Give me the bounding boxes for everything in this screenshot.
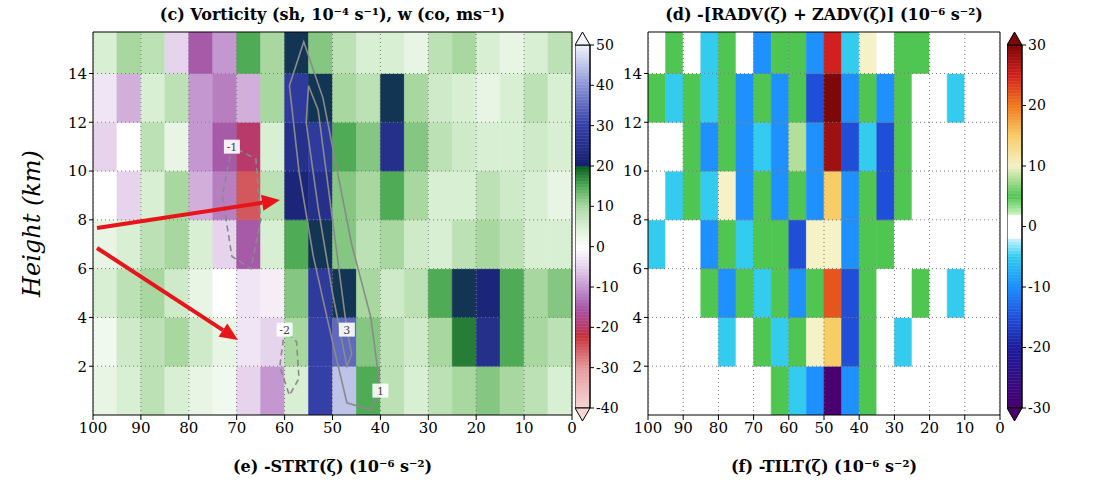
svg-text:40: 40 [850,419,869,437]
svg-text:-40: -40 [596,400,619,416]
html-text:(d) -[RADV(ζ) + ZADV(ζ)] (10⁻⁶: (d) -[RADV(ζ) + ZADV(ζ)] (10⁻⁶ s⁻²) [665,5,983,24]
svg-text:20: 20 [920,419,939,437]
svg-text:70: 70 [227,419,246,437]
svg-text:12: 12 [68,114,87,132]
svg-text:100: 100 [79,419,108,437]
svg-text:-30: -30 [596,360,619,376]
html-text:(e) -STRT(ζ) (10⁻⁶ s⁻²): (e) -STRT(ζ) (10⁻⁶ s⁻²) [233,457,432,476]
svg-text:40: 40 [596,77,614,93]
svg-text:20: 20 [596,158,614,174]
svg-text:50: 50 [596,37,614,53]
svg-text:20: 20 [1028,97,1046,113]
svg-text:3: 3 [343,324,350,337]
svg-text:10: 10 [596,198,614,214]
svg-text:-1: -1 [227,141,238,154]
svg-text:12: 12 [623,114,642,132]
svg-text:-20: -20 [596,319,619,335]
svg-text:14: 14 [623,65,642,83]
svg-text:10: 10 [515,419,534,437]
svg-text:8: 8 [77,211,87,229]
html-text:(f) -TILT(ζ) (10⁻⁶ s⁻²): (f) -TILT(ζ) (10⁻⁶ s⁻²) [731,457,917,476]
svg-text:8: 8 [632,211,642,229]
svg-text:80: 80 [179,419,198,437]
svg-text:6: 6 [77,260,87,278]
svg-text:100: 100 [634,419,663,437]
svg-text:10: 10 [955,419,974,437]
svg-text:-2: -2 [279,324,290,337]
svg-text:0: 0 [995,419,1005,437]
svg-text:20: 20 [467,419,486,437]
svg-text:6: 6 [632,260,642,278]
svg-text:50: 50 [814,419,833,437]
svg-text:30: 30 [1028,37,1046,53]
html-text:(c) Vorticity (sh, 10⁻⁴ s⁻¹),: (c) Vorticity (sh, 10⁻⁴ s⁻¹), w (co, ms⁻… [159,5,506,24]
svg-text:30: 30 [419,419,438,437]
svg-text:-30: -30 [1028,400,1051,416]
svg-text:0: 0 [596,239,605,255]
svg-text:50: 50 [323,419,342,437]
svg-text:4: 4 [77,309,87,327]
svg-text:10: 10 [1028,158,1046,174]
svg-text:Height (km): Height (km) [18,150,46,298]
svg-text:60: 60 [275,419,294,437]
svg-text:-10: -10 [1028,279,1051,295]
svg-text:4: 4 [632,309,642,327]
svg-text:80: 80 [709,419,728,437]
svg-text:90: 90 [674,419,693,437]
svg-text:2: 2 [77,358,87,376]
svg-text:-20: -20 [1028,339,1051,355]
svg-text:10: 10 [623,162,642,180]
svg-text:1: 1 [377,385,384,398]
svg-text:0: 0 [1028,218,1037,234]
svg-text:14: 14 [68,65,87,83]
svg-text:10: 10 [68,162,87,180]
svg-text:2: 2 [632,358,642,376]
svg-text:-10: -10 [596,279,619,295]
svg-text:30: 30 [596,118,614,134]
svg-text:60: 60 [779,419,798,437]
svg-text:90: 90 [131,419,150,437]
svg-text:30: 30 [885,419,904,437]
svg-text:40: 40 [371,419,390,437]
svg-text:70: 70 [744,419,763,437]
svg-text:0: 0 [567,419,577,437]
